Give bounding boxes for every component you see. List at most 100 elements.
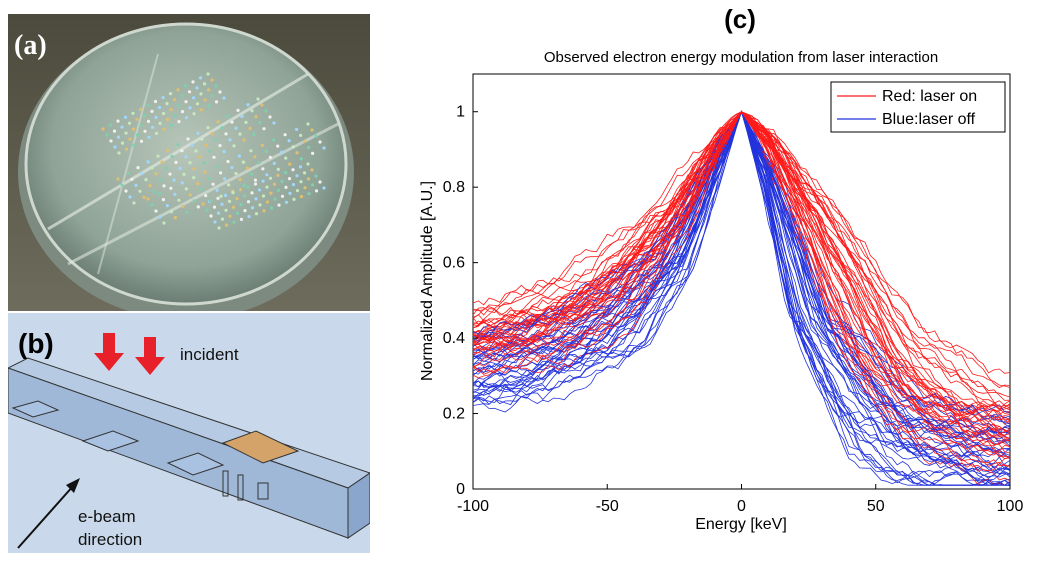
device-dot (310, 168, 314, 172)
device-dot (177, 120, 181, 124)
device-dot (181, 204, 185, 208)
device-dot (240, 114, 244, 118)
device-dot (212, 155, 216, 159)
device-dot (201, 202, 205, 206)
device-dot (287, 139, 291, 143)
device-dot (322, 186, 326, 190)
device-dot (150, 125, 155, 129)
device-dot (295, 127, 299, 131)
device-dot (230, 120, 234, 124)
device-dot (172, 98, 177, 102)
device-dot (154, 115, 158, 119)
device-dot (224, 223, 229, 227)
device-dot (108, 123, 113, 127)
device-dot (182, 172, 186, 176)
device-dot (235, 211, 240, 215)
device-dot (307, 145, 311, 149)
device-dot (169, 210, 173, 214)
x-tick-label: 0 (737, 498, 746, 515)
device-dot (157, 105, 162, 110)
device-dot (242, 183, 246, 188)
device-dot (124, 189, 128, 193)
device-dot (192, 112, 196, 116)
device-dot (161, 111, 166, 116)
device-dot (196, 182, 200, 186)
device-dot (210, 78, 214, 82)
energy-chart: (c) Observed electron energy modulation … (390, 0, 1045, 559)
device-dot (138, 107, 143, 111)
device-dot (272, 138, 276, 142)
device-dot (203, 98, 207, 102)
device-dot (120, 183, 124, 187)
device-dot (192, 167, 196, 171)
device-dot (146, 160, 150, 164)
device-dot (210, 94, 215, 98)
device-dot (224, 132, 228, 136)
device-dot (302, 171, 307, 175)
panel-label-c: (c) (724, 4, 756, 34)
device-dot (208, 149, 212, 153)
device-dot (196, 205, 200, 209)
device-dot (173, 192, 177, 196)
device-dot (144, 178, 148, 182)
device-dot (291, 183, 296, 187)
device-dot (238, 177, 242, 182)
device-dot (314, 174, 318, 178)
device-dot (178, 166, 182, 170)
device-dot (295, 189, 300, 193)
device-array (101, 72, 326, 230)
device-dot (227, 183, 231, 187)
device-dot (219, 194, 223, 198)
device-dot (146, 103, 150, 107)
device-dot (249, 172, 253, 176)
device-dot (169, 108, 173, 112)
device-dot (157, 192, 161, 196)
series-layer (472, 110, 1011, 486)
device-dot (199, 92, 203, 96)
device-dot (264, 109, 268, 113)
device-dot (239, 203, 243, 207)
device-dot (222, 96, 226, 100)
device-dot (280, 150, 284, 154)
device-dot (215, 165, 219, 169)
device-dot (247, 215, 251, 219)
device-dot (310, 128, 314, 132)
device-dot (262, 127, 266, 131)
device-dot (314, 134, 318, 138)
device-dot (272, 121, 276, 125)
device-dot (177, 198, 181, 202)
axis-ticks: -100 -50 0 50 100 0 0.2 0.4 0.6 0.8 1 (443, 104, 1024, 515)
device-dot (268, 115, 272, 119)
device-dot (260, 103, 264, 107)
device-dot (242, 138, 246, 142)
x-tick-label: -100 (457, 498, 489, 515)
device-dot (150, 203, 154, 207)
device-dot (204, 143, 208, 147)
device-dot (223, 177, 227, 181)
device-dot (187, 90, 192, 94)
device-dot (256, 97, 260, 101)
device-dot (277, 203, 281, 207)
y-tick-label: 0.8 (443, 179, 465, 196)
panel-label-a: (a) (14, 30, 47, 61)
device-dot (238, 132, 242, 136)
device-dot (146, 119, 151, 123)
device-dot (257, 188, 262, 192)
device-dot (186, 137, 190, 141)
y-tick-label: 1 (456, 104, 465, 121)
device-dot (184, 100, 188, 104)
device-dot (239, 217, 244, 221)
device-dot (199, 108, 204, 112)
device-dot (113, 145, 117, 149)
legend-label-blue: Blue:laser off (882, 111, 976, 128)
device-dot (237, 154, 241, 158)
device-dot (196, 131, 200, 135)
wafer-photo: (a) (8, 14, 370, 320)
device-dot (158, 178, 162, 182)
device-dot (291, 168, 295, 172)
device-dot (303, 139, 307, 143)
device-dot (123, 115, 128, 119)
x-tick-label: -50 (596, 498, 619, 515)
device-dot (191, 80, 195, 84)
device-dot (205, 208, 209, 212)
